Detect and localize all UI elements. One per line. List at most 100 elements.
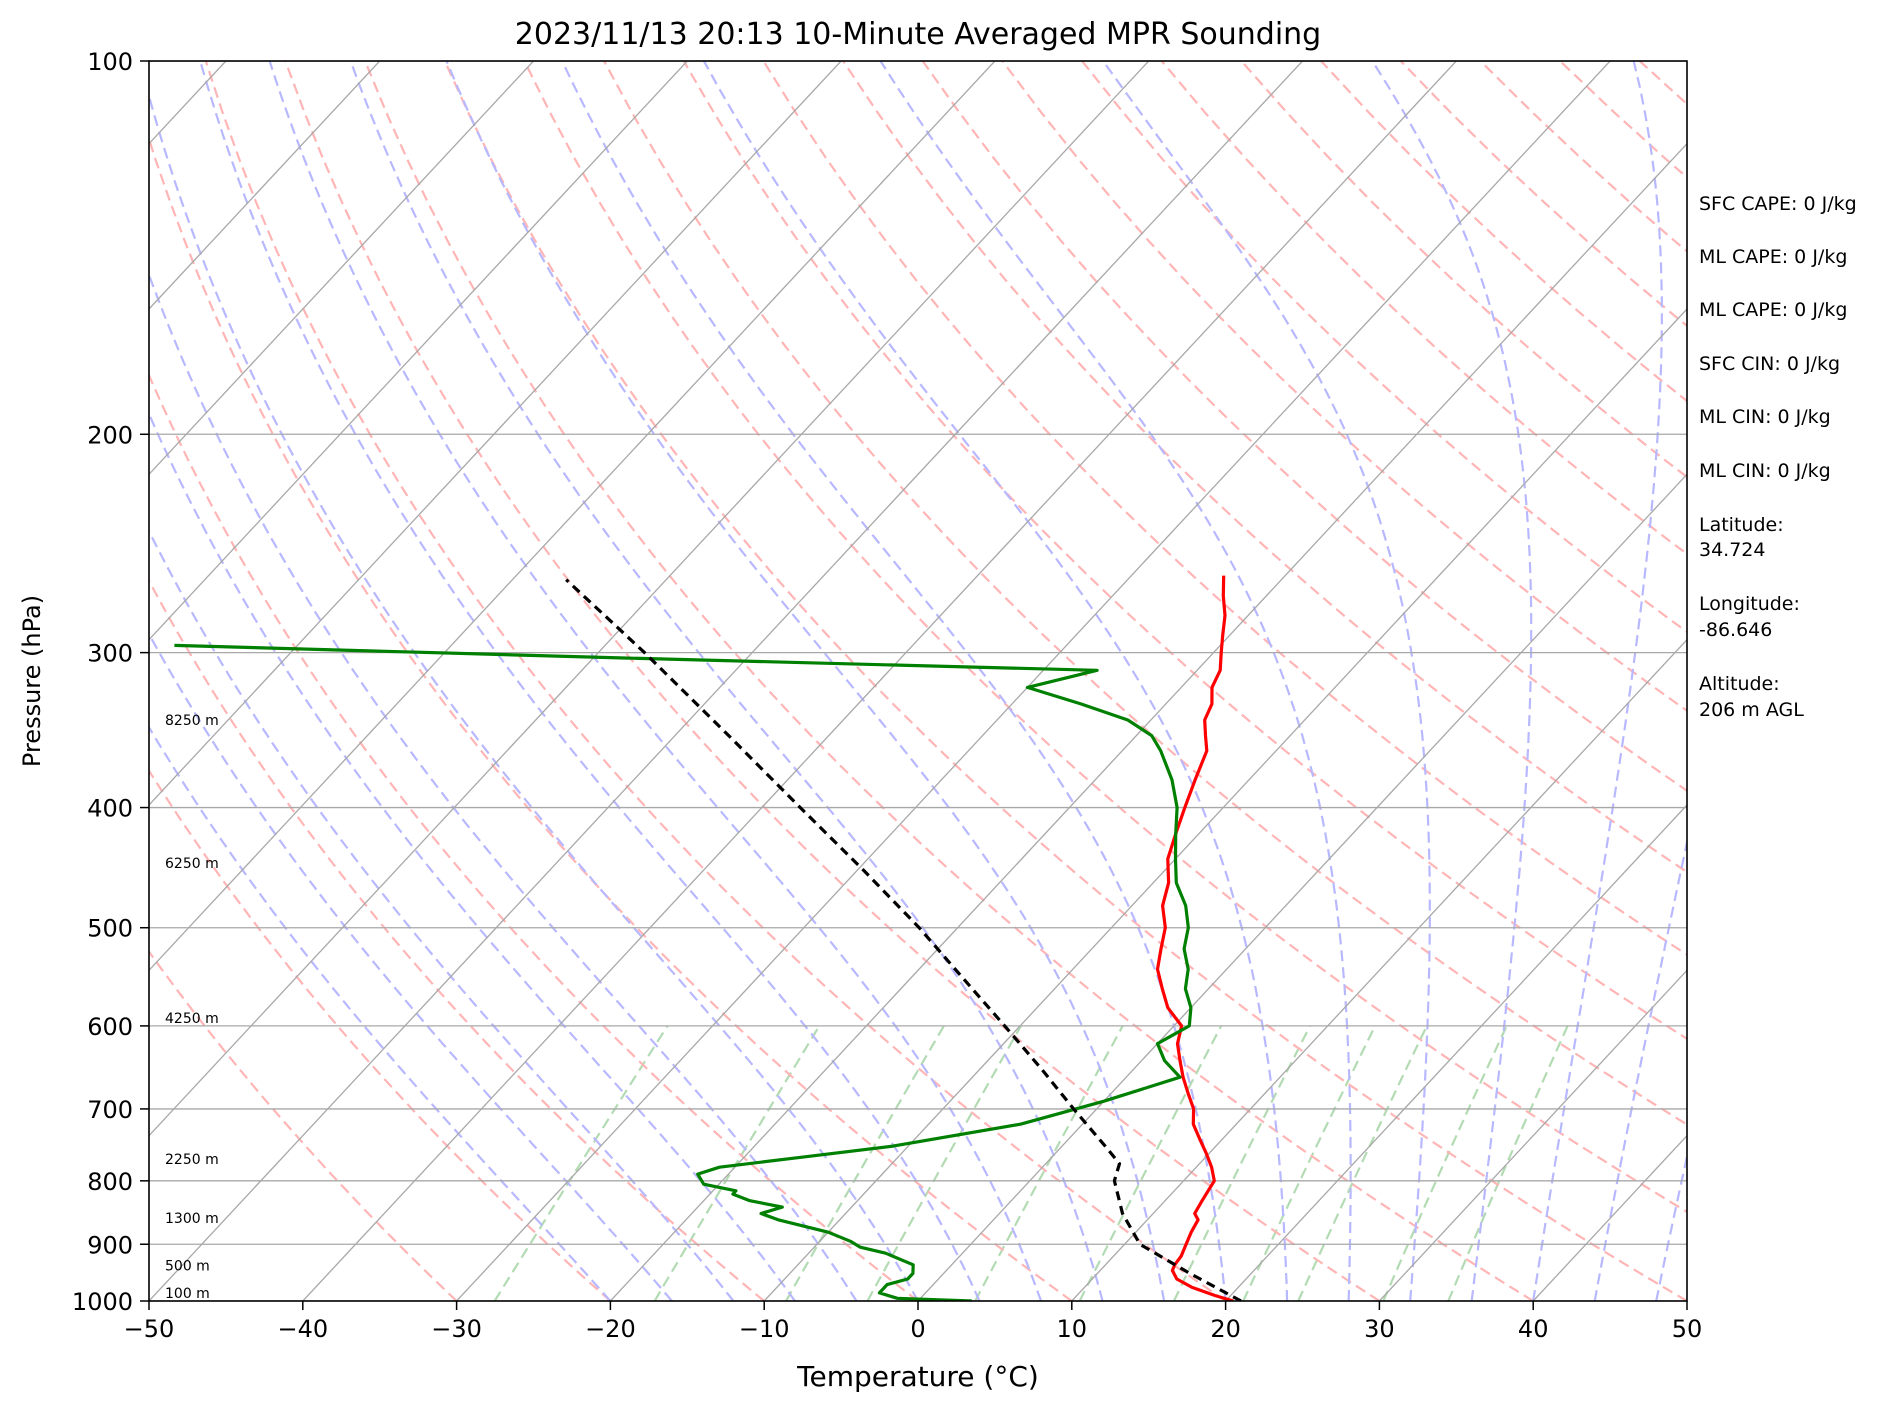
dry-adiabat-line: [762, 61, 1687, 957]
isotherm-line: [1071, 638, 1687, 1301]
chart-title: 2023/11/13 20:13 10-Minute Averaged MPR …: [515, 17, 1321, 52]
moist-adiabat-line: [149, 92, 919, 1301]
y-tick-label: 100: [87, 48, 133, 76]
moist-adiabat-line: [149, 725, 612, 1301]
x-tick-label: 50: [1672, 1315, 1703, 1343]
height-label: 100 m: [165, 1286, 210, 1302]
moist-adiabat-line: [149, 528, 735, 1301]
isotherm-line: [149, 61, 534, 476]
dewpoint-line: [174, 643, 1193, 1301]
moist-adiabat-line: [1655, 1151, 1687, 1301]
dry-adiabat-line: [443, 61, 1687, 1301]
mixing-ratio-line: [1297, 1025, 1428, 1301]
altitude-value: 206 m AGL: [1699, 699, 1804, 721]
x-tick-label: 10: [1057, 1315, 1088, 1343]
moist-adiabat-line: [349, 61, 1104, 1301]
isobars: [149, 61, 1687, 1301]
x-tick-label: −10: [739, 1315, 790, 1343]
moist-adiabat-line: [561, 61, 1227, 1301]
mixing-ratio-line: [1078, 1025, 1223, 1301]
height-labels: 100 m 500 m 1300 m 2250 m 4250 m 6250 m 8250 m: [165, 713, 219, 1302]
moist-adiabat-line: [1102, 61, 1431, 1301]
x-tick-label: −50: [124, 1315, 175, 1343]
x-tick-label: 30: [1364, 1315, 1395, 1343]
isotherm-line: [149, 61, 996, 972]
ml-cin-text-2: ML CIN: 0 J/kg: [1699, 460, 1831, 482]
moist-adiabat-line: [149, 271, 858, 1301]
moist-adiabat-line: [1532, 61, 1664, 1301]
moist-adiabat-line: [445, 61, 1166, 1301]
dry-adiabat-line: [1081, 61, 1687, 634]
dry-adiabat-line: [204, 61, 1227, 1301]
longitude-label: Longitude:: [1699, 593, 1800, 615]
moist-adiabat-line: [879, 61, 1352, 1301]
mixing-ratio-line: [653, 1025, 821, 1301]
height-label: 1300 m: [165, 1211, 219, 1227]
y-tick-label: 800: [87, 1168, 133, 1196]
x-tick-label: 20: [1210, 1315, 1241, 1343]
isotherm-line: [149, 61, 688, 641]
y-tick-label: 1000: [72, 1288, 133, 1316]
dry-adiabat-line: [921, 61, 1687, 793]
height-label: 4250 m: [165, 1011, 219, 1027]
mixing-ratio-lines: [493, 1025, 1569, 1301]
height-label: 6250 m: [165, 856, 219, 872]
moist-adiabat-line: [268, 61, 1043, 1301]
mixing-ratio-line: [866, 1025, 1022, 1301]
x-tick-label: −30: [431, 1315, 482, 1343]
dry-adiabat-line: [1001, 61, 1687, 713]
isotherm-line: [149, 61, 842, 806]
sounding-series: [174, 575, 1242, 1301]
isotherm-line: [456, 61, 1611, 1301]
height-label: 8250 m: [165, 713, 219, 729]
dry-adiabat-line: [842, 61, 1687, 874]
altitude-label: Altitude:: [1699, 673, 1780, 695]
y-axis: 1000 900 800 700 600 500 400 300 200 100: [72, 48, 149, 1316]
y-tick-label: 400: [87, 795, 133, 823]
mixing-ratio-line: [785, 1025, 945, 1301]
parcel-line: [565, 578, 1242, 1301]
isotherm-line: [1378, 969, 1687, 1301]
height-label: 2250 m: [165, 1152, 219, 1168]
y-tick-label: 200: [87, 421, 133, 449]
moist-adiabat-line: [149, 411, 796, 1301]
moist-adiabat-line: [1371, 61, 1533, 1301]
temperature-line: [1155, 575, 1234, 1301]
x-tick-label: −40: [277, 1315, 328, 1343]
dry-adiabat-line: [284, 61, 1380, 1301]
latitude-label: Latitude:: [1699, 514, 1784, 536]
y-tick-label: 600: [87, 1013, 133, 1041]
mixing-ratio-line: [1242, 1025, 1377, 1301]
dry-adiabat-line: [523, 61, 1687, 1214]
sfc-cape-text: SFC CAPE: 0 J/kg: [1699, 193, 1857, 215]
dry-adiabat-line: [149, 768, 612, 1301]
isotherm-line: [609, 142, 1687, 1301]
isotherm-line: [1225, 804, 1687, 1301]
mixing-ratio-line: [1382, 1025, 1508, 1301]
x-axis: −50 −40 −30 −20 −10 0 10 20 30 40 50: [124, 1301, 1703, 1343]
y-tick-label: 700: [87, 1096, 133, 1124]
plot-frame: [148, 60, 1688, 1302]
dry-adiabats: [149, 61, 1687, 1301]
y-tick-label: 300: [87, 640, 133, 668]
y-axis-label: Pressure (hPa): [18, 595, 46, 767]
mixing-ratio-line: [1447, 1025, 1569, 1301]
dry-adiabat-line: [149, 135, 1073, 1301]
y-tick-label: 900: [87, 1231, 133, 1259]
ml-cape-text-2: ML CAPE: 0 J/kg: [1699, 299, 1847, 321]
x-tick-label: 0: [910, 1315, 925, 1343]
y-tick-label: 500: [87, 915, 133, 943]
isotherm-line: [917, 473, 1687, 1301]
dry-adiabat-line: [149, 578, 765, 1301]
moist-adiabats: [149, 61, 1687, 1301]
sfc-cin-text: SFC CIN: 0 J/kg: [1699, 353, 1840, 375]
moist-adiabat-line: [702, 61, 1289, 1301]
x-tick-label: −20: [585, 1315, 636, 1343]
height-label: 500 m: [165, 1258, 210, 1274]
isotherms: [149, 61, 1687, 1301]
ml-cape-text: ML CAPE: 0 J/kg: [1699, 246, 1847, 268]
isotherm-line: [149, 61, 381, 310]
dry-adiabat-line: [364, 61, 1534, 1301]
